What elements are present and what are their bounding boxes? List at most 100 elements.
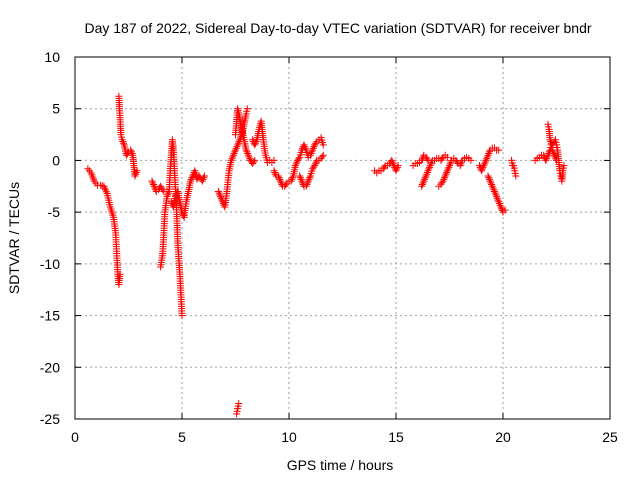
x-tick-label: 10 [281, 429, 297, 445]
data-point [245, 153, 253, 161]
data-point [438, 179, 446, 187]
data-point [116, 270, 124, 278]
data-point [304, 179, 312, 187]
series-seg15 [418, 151, 451, 190]
data-point [132, 168, 140, 176]
data-point [214, 187, 222, 195]
data-point [229, 153, 237, 161]
data-point [483, 153, 491, 161]
data-point [486, 177, 494, 185]
y-tick-label: 5 [52, 101, 60, 117]
data-point [423, 155, 431, 163]
data-point [198, 177, 206, 185]
series-seg20 [531, 141, 560, 164]
data-point [421, 175, 429, 183]
x-tick-label: 5 [178, 429, 186, 445]
data-point [426, 163, 434, 171]
data-point [487, 179, 495, 187]
data-point [303, 181, 311, 189]
x-tick-label: 15 [388, 429, 404, 445]
data-point [187, 177, 195, 185]
data-point [491, 189, 499, 197]
series-seg19 [508, 156, 520, 180]
data-point [393, 163, 401, 171]
data-point [443, 168, 451, 176]
data-point [467, 156, 475, 164]
data-point [485, 148, 493, 156]
data-point [550, 150, 558, 158]
data-marks [84, 92, 568, 418]
data-point [251, 141, 259, 149]
data-point [485, 174, 493, 182]
data-point [494, 196, 502, 204]
y-tick-label: 0 [52, 152, 60, 168]
data-point [200, 174, 208, 182]
data-point [543, 153, 551, 161]
data-point [496, 201, 504, 209]
series-seg12 [233, 399, 243, 418]
data-point [243, 148, 251, 156]
data-point [458, 158, 466, 166]
data-point [271, 168, 279, 176]
series-seg11 [306, 134, 327, 159]
data-point [127, 146, 135, 154]
data-point [457, 160, 465, 168]
data-point [149, 181, 157, 189]
data-point [419, 179, 427, 187]
data-point [388, 156, 396, 164]
data-point [100, 182, 108, 190]
data-point [188, 174, 196, 182]
data-point [302, 182, 310, 190]
data-point [243, 105, 251, 113]
x-tick-label: 20 [495, 429, 511, 445]
data-point [490, 187, 498, 195]
data-point [295, 155, 303, 163]
data-point [483, 155, 491, 163]
series-seg1 [84, 165, 124, 289]
data-point [235, 399, 243, 407]
data-point [424, 167, 432, 175]
data-point [447, 158, 455, 166]
data-point [493, 194, 501, 202]
data-point [275, 174, 283, 182]
data-point [441, 174, 449, 182]
x-axis-label: GPS time / hours [287, 457, 394, 473]
data-point [418, 181, 426, 189]
data-point [495, 198, 503, 206]
data-point [163, 193, 171, 201]
data-point [512, 172, 520, 180]
data-point [234, 139, 242, 147]
data-point [421, 174, 429, 182]
data-point [233, 143, 241, 151]
data-point [492, 191, 500, 199]
series-seg18 [484, 172, 509, 216]
data-point [380, 163, 388, 171]
data-point [232, 146, 239, 154]
data-point [127, 148, 135, 156]
data-point [312, 139, 320, 147]
y-tick-label: -15 [40, 308, 60, 324]
data-point [425, 165, 433, 173]
data-point [292, 160, 300, 168]
data-point [309, 146, 317, 154]
data-point [296, 174, 304, 182]
data-point [308, 148, 316, 156]
data-point [215, 189, 223, 197]
data-point [97, 181, 105, 189]
data-point [493, 193, 501, 201]
data-point [426, 162, 434, 170]
data-point [418, 156, 426, 164]
x-tick-label: 25 [602, 429, 618, 445]
data-point [297, 175, 305, 183]
data-point [485, 175, 493, 183]
data-point [164, 189, 172, 197]
series-seg8 [249, 117, 278, 166]
data-point [289, 174, 297, 182]
data-point [101, 184, 109, 192]
data-point [271, 170, 279, 178]
data-point [495, 200, 503, 208]
data-point [392, 167, 400, 175]
y-tick-label: 10 [44, 49, 60, 65]
data-point [306, 151, 314, 159]
data-point [234, 141, 242, 149]
